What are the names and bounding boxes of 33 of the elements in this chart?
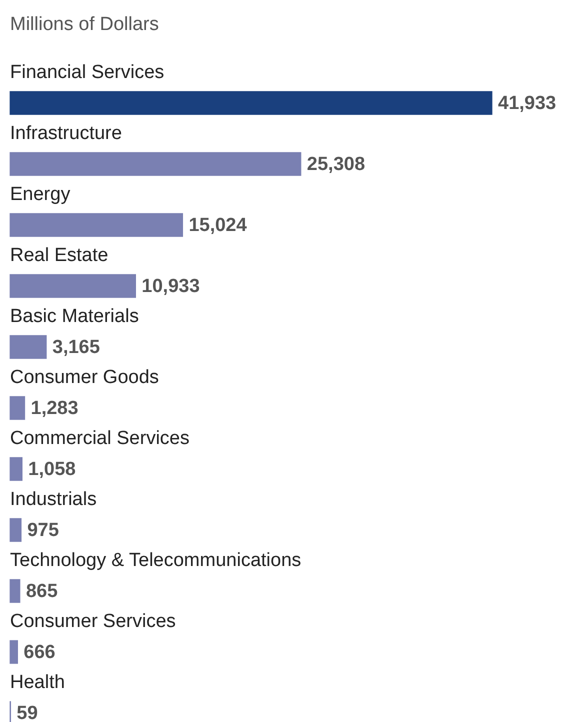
bar bbox=[10, 457, 22, 481]
y-tick-label: Consumer Services bbox=[10, 611, 176, 632]
data-label: 975 bbox=[27, 520, 60, 542]
data-label: 59 bbox=[16, 703, 38, 722]
y-tick-label: Health bbox=[10, 672, 65, 694]
data-label: 10,933 bbox=[142, 276, 200, 298]
data-label: 865 bbox=[26, 581, 58, 602]
y-tick-label: Industrials bbox=[10, 489, 97, 510]
data-label: 41,933 bbox=[498, 93, 556, 114]
bar bbox=[10, 274, 136, 298]
y-tick-label: Infrastructure bbox=[10, 123, 122, 144]
bar bbox=[10, 396, 26, 420]
bar bbox=[10, 213, 184, 237]
data-label: 25,308 bbox=[306, 154, 366, 176]
bar bbox=[10, 640, 18, 664]
y-tick-label: Technology & Telecommunications bbox=[10, 550, 302, 572]
bar bbox=[10, 518, 22, 542]
data-label: 15,024 bbox=[188, 215, 248, 236]
bar bbox=[10, 335, 47, 359]
bar bbox=[10, 152, 302, 176]
y-tick-label: Financial Services bbox=[10, 62, 164, 84]
bar bbox=[10, 91, 492, 115]
y-tick-label: Consumer Goods bbox=[10, 367, 159, 388]
data-label: 1,283 bbox=[30, 398, 78, 420]
y-tick-label: Energy bbox=[10, 184, 71, 206]
y-tick-label: Basic Materials bbox=[10, 306, 139, 328]
bar bbox=[10, 579, 20, 603]
data-label: 3,165 bbox=[52, 337, 100, 358]
data-label: 1,058 bbox=[28, 459, 76, 480]
y-tick-label: Real Estate bbox=[10, 245, 108, 266]
y-tick-label: Commercial Services bbox=[10, 428, 190, 450]
chart-title: Millions of Dollars bbox=[10, 14, 159, 36]
data-label: 666 bbox=[24, 642, 56, 664]
